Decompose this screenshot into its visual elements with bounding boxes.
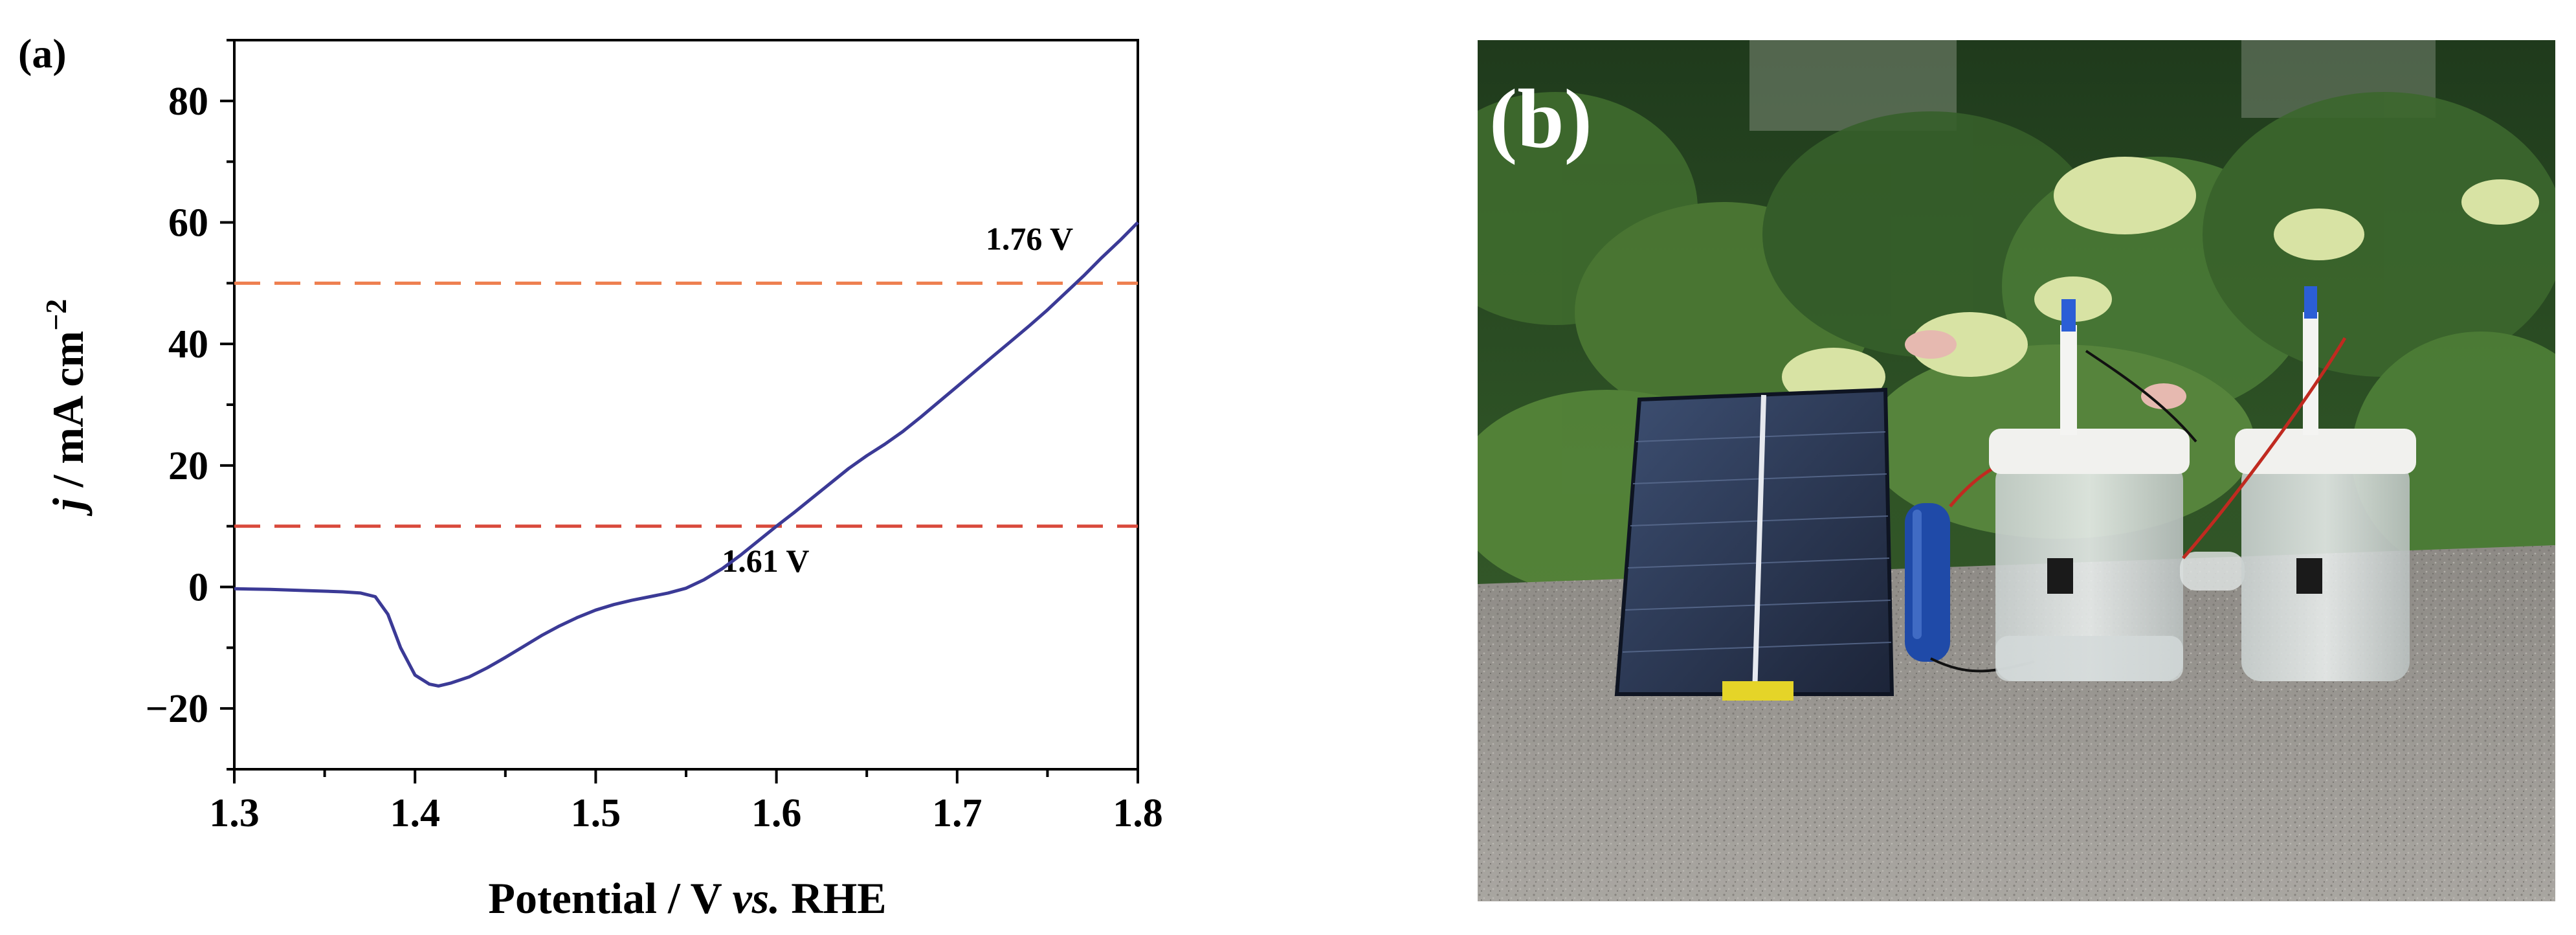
- panel-a-label: (a): [18, 30, 67, 76]
- y-axis-label-exponent: −2: [39, 299, 72, 331]
- reference-label-1: 1.61 V: [722, 543, 809, 579]
- x-tick-label: 1.3: [209, 791, 260, 835]
- y-tick-label: 40: [168, 322, 208, 366]
- x-tick-label: 1.5: [571, 791, 621, 835]
- x-axis-label-vs: vs.: [733, 873, 781, 923]
- y-tick-label: 20: [168, 444, 208, 488]
- x-tick-label: 1.4: [390, 791, 440, 835]
- panel-b-label: (b): [1489, 73, 1592, 166]
- photo-illustration: (b): [1478, 40, 2555, 901]
- y-axis-label-symbol: j: [43, 497, 93, 516]
- y-tick-label: 60: [168, 201, 208, 245]
- x-ticks: 1.3 1.4 1.5 1.6 1.7 1.8: [209, 769, 1163, 835]
- lsv-curve: [234, 221, 1139, 688]
- y-tick-label: 0: [188, 566, 208, 610]
- x-axis-label-ref: RHE: [780, 873, 886, 923]
- reference-lines: [234, 281, 1138, 528]
- plot-frame: [233, 39, 1139, 771]
- x-axis-label: Potential / V vs. RHE: [488, 873, 886, 923]
- y-axis-label: j / mA cm−2: [39, 299, 93, 517]
- photo-solar-electrolysis-setup: (b): [1478, 40, 2555, 901]
- y-tick-label: −20: [146, 687, 208, 731]
- x-axis-label-main: Potential / V: [488, 873, 732, 923]
- voltammetry-chart: 1.76 V 1.61 V 1.3 1.4 1.5 1.6 1.7 1.8 −20 0 20 40…: [39, 39, 1163, 923]
- y-ticks: −20 0 20 40 60 80: [146, 39, 234, 771]
- y-axis-label-units: / mA cm: [43, 331, 93, 499]
- reference-labels: 1.76 V 1.61 V: [722, 221, 1073, 579]
- x-tick-label: 1.8: [1113, 791, 1163, 835]
- x-tick-label: 1.7: [932, 791, 983, 835]
- reference-label-0: 1.76 V: [986, 221, 1073, 257]
- x-tick-label: 1.6: [751, 791, 802, 835]
- y-tick-label: 80: [168, 80, 208, 124]
